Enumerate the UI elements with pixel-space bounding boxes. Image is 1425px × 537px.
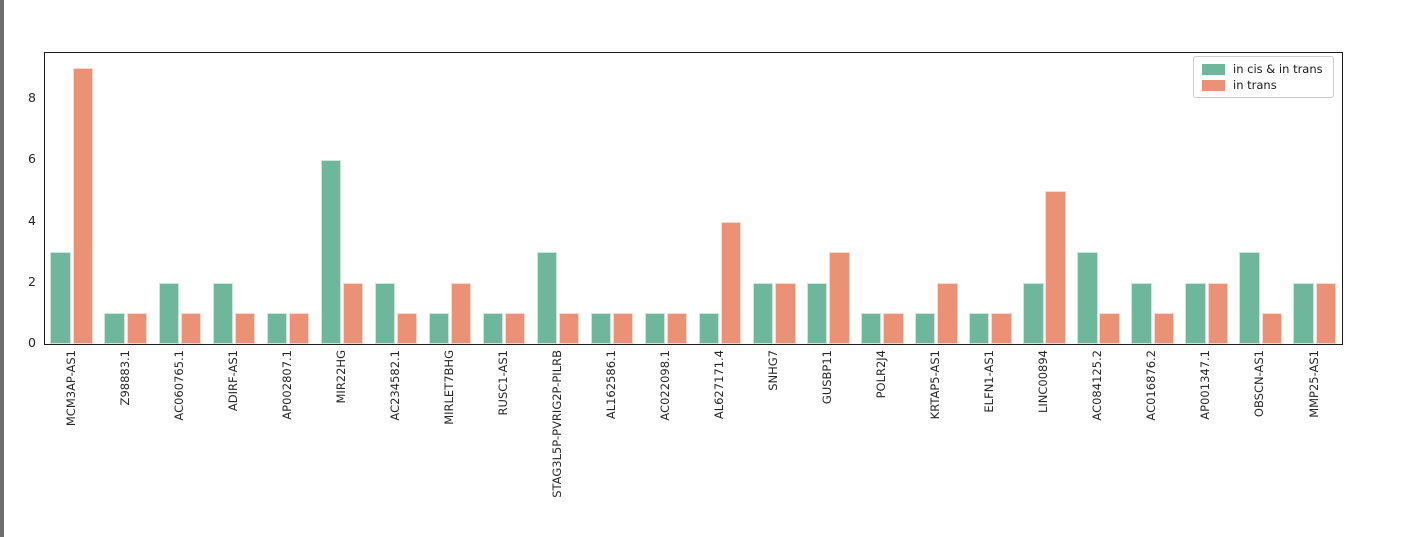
x-tick-label: MIRLET7BHG [441,350,456,425]
bar [450,282,472,344]
bar [1293,282,1314,344]
x-tick-label: AP001347.1 [1198,350,1213,420]
x-tick-label: ADIRF-AS1 [225,350,240,412]
bar [1023,282,1044,344]
y-tick-label: 6 [28,151,36,167]
x-tick-label: SNHG7 [766,350,781,391]
x-tick-label: AC234582.1 [387,350,402,421]
bar [752,282,774,344]
y-tick-label: 0 [28,335,36,350]
x-tick-label: AC060765.1 [171,350,186,421]
bar [1239,252,1260,344]
plot-area [44,52,1343,345]
x-tick-label: MCM3AP-AS1 [63,350,78,427]
x-tick-label: POLR2J4 [874,350,889,399]
bar [861,313,882,344]
x-tick-label: AL627171.4 [712,350,726,420]
bar [915,313,936,344]
bar [559,313,580,344]
x-tick-label: AL162586.1 [603,350,618,420]
bar [775,282,796,344]
legend-color-swatch [1202,79,1225,91]
left-window-edge [0,0,4,537]
x-tick-label: AC016876.2 [1144,350,1159,421]
legend-label: in cis & in trans [1233,62,1323,76]
bar [883,313,904,344]
y-tick-label: 2 [28,273,36,289]
x-tick-label: AC022098.1 [658,350,672,421]
y-tick-label: 8 [28,89,36,105]
bar [1131,282,1152,344]
bar [50,252,71,344]
bar [1185,282,1206,344]
bar [320,160,341,344]
bar [698,313,720,344]
bar [969,313,990,344]
bar [374,282,396,344]
bar [342,282,364,344]
bar [482,313,504,344]
bar [721,221,742,344]
bar [180,313,202,344]
bar [1207,282,1228,344]
x-tick-label: MIR22HG [333,350,348,404]
bar [613,313,634,344]
legend-item: in cis & in trans [1202,62,1327,76]
x-tick-label: KRTAP5-AS1 [928,350,943,420]
x-tick-label: ELFN1-AS1 [982,350,997,413]
bar [1099,313,1120,344]
bar [536,252,558,344]
bar [234,313,256,344]
y-tick-label: 4 [28,212,36,228]
bar [505,313,526,344]
bar [991,313,1012,344]
x-tick-label: OBSCN-AS1 [1252,350,1267,418]
legend-label: in trans [1233,78,1277,92]
x-tick-label: Z98883.1 [117,350,132,406]
bar [590,313,612,344]
bar [1045,190,1066,344]
x-tick-label: LINC00894 [1036,350,1051,414]
x-tick-label: AC084125.2 [1090,350,1105,421]
bar [266,313,287,344]
legend-color-swatch [1202,63,1225,75]
bar [428,313,450,344]
bar [829,252,850,344]
bar [1315,282,1336,344]
bar [212,282,233,344]
x-tick-label: AP002807.1 [279,350,294,420]
x-tick-label: RUSC1-AS1 [495,350,510,416]
bar [396,313,418,344]
bar [104,313,125,344]
bar [644,313,666,344]
x-tick-label: STAG3L5P-PVRIG2P-PILRB [549,350,564,498]
bar [807,282,828,344]
bar [1077,252,1098,344]
bar [1261,313,1282,344]
bar [288,313,310,344]
bar [158,282,179,344]
bar [126,313,148,344]
bar [72,68,93,344]
legend-item: in trans [1202,78,1327,92]
legend: in cis & in trans in trans [1193,56,1334,98]
bar [667,313,688,344]
bar [1153,313,1174,344]
x-tick-label: GUSBP11 [820,350,835,405]
bar [937,282,958,344]
x-tick-label: MMP25-AS1 [1306,350,1321,418]
